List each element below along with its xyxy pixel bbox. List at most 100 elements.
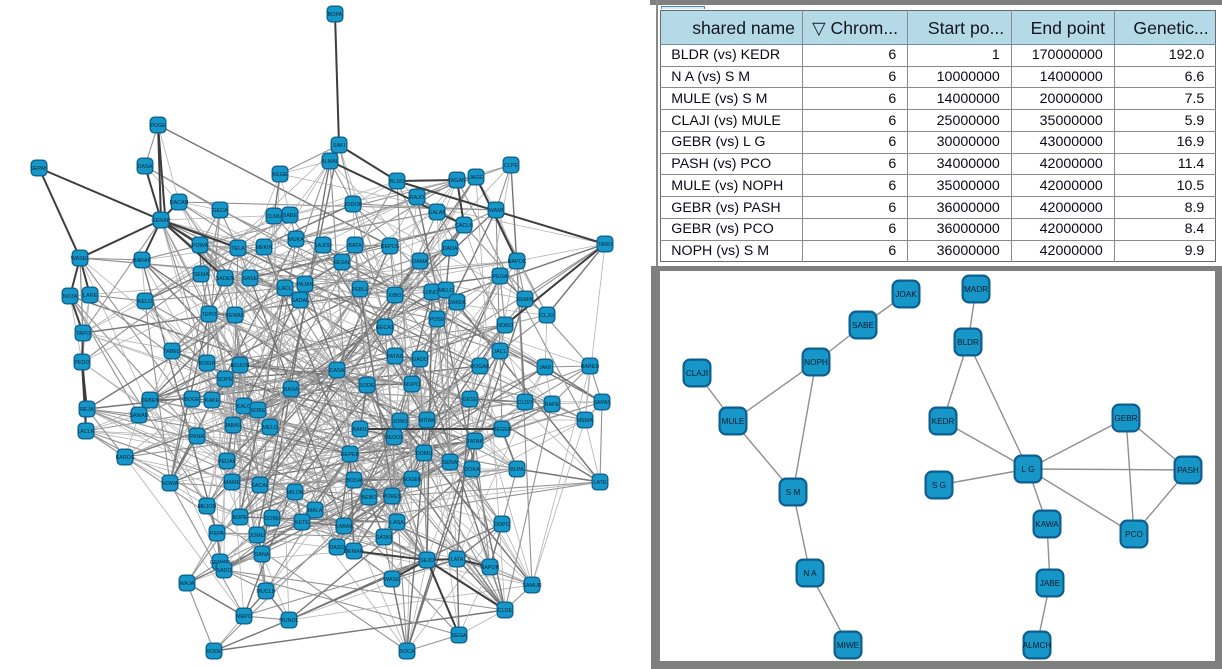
svg-text:MEJOD: MEJOD [198,504,217,510]
svg-text:BLMAL: BLMAL [321,159,339,165]
svg-text:BOKIR: BOKIR [199,361,216,367]
svg-text:DEPOS: DEPOS [381,244,400,250]
svg-text:DATAS: DATAS [375,535,393,541]
svg-text:DADA: DADA [443,246,458,252]
svg-text:SAMUR: SAMUR [522,583,542,589]
svg-text:DASA: DASA [138,164,153,170]
svg-text:SAJOD: SAJOD [314,243,332,249]
svg-text:KAROS: KAROS [116,455,135,461]
svg-text:NAPOR: NAPOR [480,565,499,571]
svg-text:BOPA: BOPA [328,12,343,18]
svg-text:JODOR: JODOR [344,202,363,208]
svg-text:MADR: MADR [964,285,988,294]
svg-text:KELO: KELO [138,299,152,305]
svg-text:REMIN: REMIN [516,297,533,303]
svg-text:DOBE: DOBE [264,516,280,522]
svg-text:BARED: BARED [581,364,600,370]
svg-text:MIWE: MIWE [837,641,860,650]
svg-text:MUKA: MUKA [288,237,304,243]
svg-text:GADO: GADO [412,357,428,363]
svg-text:MEMA: MEMA [577,418,594,424]
svg-text:MILOK: MILOK [287,490,304,496]
svg-text:SOPE: SOPE [218,377,233,383]
svg-text:BATA: BATA [348,243,362,249]
svg-text:SAKI: SAKI [333,143,345,149]
svg-text:WAJA: WAJA [180,581,195,587]
svg-text:S M: S M [786,488,801,497]
svg-text:BARAK: BARAK [133,258,152,264]
svg-text:LATA: LATA [451,557,464,563]
svg-text:LACLN: LACLN [77,429,94,435]
svg-text:POGE: POGE [150,123,166,129]
svg-text:KETE: KETE [295,520,309,526]
svg-text:TATAK: TATAK [467,439,484,445]
svg-text:BEBO: BEBO [362,495,377,501]
svg-text:PEDAK: PEDAK [218,459,237,465]
svg-text:MUCLD: MUCLD [256,589,275,595]
svg-text:MEGER: MEGER [492,427,512,433]
svg-text:SACAL: SACAL [251,483,269,489]
svg-text:JACL: JACL [493,349,506,355]
svg-text:ROGAK: ROGAK [470,364,490,370]
svg-text:SEJO: SEJO [420,558,434,564]
svg-text:MEKIN: MEKIN [255,245,272,251]
svg-text:SOCA: SOCA [399,649,415,655]
svg-text:S G: S G [932,481,946,490]
svg-text:JONO: JONO [393,419,408,425]
svg-text:N A: N A [803,569,817,578]
svg-text:LARE: LARE [83,293,97,299]
svg-text:LATE: LATE [593,480,606,486]
svg-text:DOMU: DOMU [416,451,433,457]
svg-text:NOJON: NOJON [231,363,250,369]
svg-text:RAJO: RAJO [410,195,424,201]
svg-text:DOPO: DOPO [494,522,510,528]
svg-text:SAWAD: SAWAD [129,413,148,419]
svg-text:NOBO: NOBO [497,323,513,329]
svg-text:KAWA: KAWA [1035,520,1059,529]
svg-text:GERAR: GERAR [151,218,170,224]
svg-text:SEPAN: SEPAN [30,166,48,172]
svg-text:SAPAS: SAPAS [593,400,611,406]
svg-text:WASEL: WASEL [71,256,90,262]
svg-text:TABED: TABED [163,349,181,355]
svg-text:CLMU: CLMU [266,214,281,220]
svg-text:SABE: SABE [283,213,298,219]
svg-text:KAKE: KAKE [205,398,220,404]
svg-text:SOGEK: SOGEK [402,477,422,483]
svg-text:CLDO: CLDO [518,400,533,406]
svg-text:MELO: MELO [438,288,453,294]
svg-text:MELO: MELO [262,425,277,431]
svg-text:SANA: SANA [255,552,270,558]
svg-text:BOPE: BOPE [233,515,248,521]
svg-text:JABE: JABE [1040,579,1061,588]
svg-text:CLDE: CLDE [498,608,513,614]
svg-text:CLJO: CLJO [540,313,554,319]
svg-text:SENA: SENA [443,460,458,466]
svg-text:GALAK: GALAK [428,210,446,216]
svg-text:DEBEN: DEBEN [141,398,160,404]
svg-text:JAGE: JAGE [469,175,483,181]
svg-text:MEPO: MEPO [236,614,252,620]
svg-text:LACL: LACL [278,286,292,292]
svg-text:KEGE: KEGE [273,172,288,178]
svg-text:TELA: TELA [231,246,245,252]
svg-text:MULE: MULE [722,417,745,426]
svg-text:NAPOK: NAPOK [508,259,527,265]
svg-text:SOBE: SOBE [251,408,266,414]
svg-text:BLDR: BLDR [957,338,979,347]
svg-text:JOAK: JOAK [895,290,917,299]
svg-text:MAME: MAME [224,480,241,486]
svg-text:TAPO: TAPO [76,331,90,337]
svg-text:KALO: KALO [237,404,251,410]
svg-text:MUPO: MUPO [404,382,420,388]
svg-text:BODA: BODA [346,478,362,484]
svg-text:SADO: SADO [216,568,231,574]
svg-text:JABAS: JABAS [224,423,241,429]
svg-text:PASH: PASH [1177,466,1199,475]
svg-text:GESE: GESE [463,397,478,403]
svg-text:L G: L G [1022,465,1035,474]
svg-text:WASE: WASE [384,577,400,583]
svg-text:SODE: SODE [359,383,375,389]
svg-text:MUNOL: MUNOL [279,618,298,624]
svg-text:MITAK: MITAK [419,418,435,424]
